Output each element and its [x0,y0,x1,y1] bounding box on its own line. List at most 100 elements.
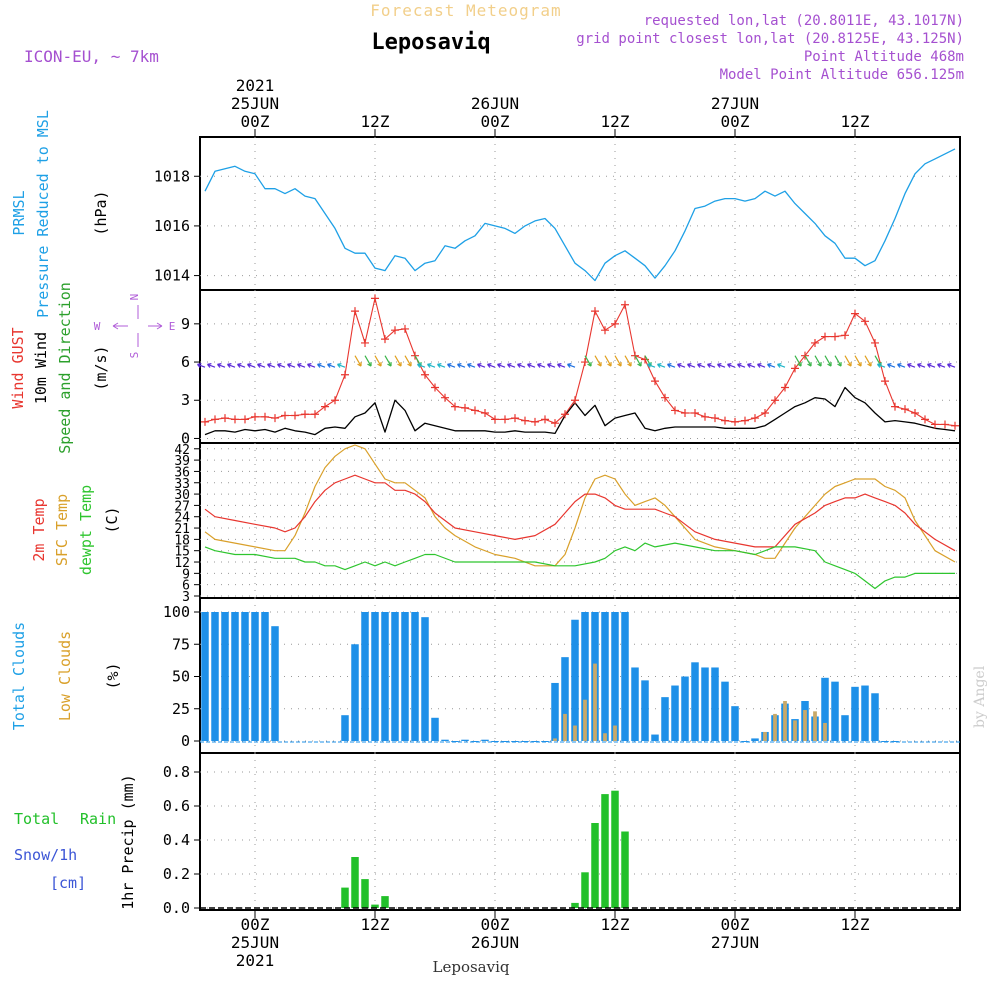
gust-marker [361,338,369,347]
gust-marker [661,393,669,402]
dewpoint-line [204,542,955,590]
pressure-line [204,148,956,282]
total-cloud-bar [261,612,269,741]
gust-marker [411,351,419,360]
wind-direction-arrow [917,363,926,368]
gust-marker [651,377,659,386]
wind-direction-arrowhead [837,362,842,367]
low-cloud-bar [793,720,797,741]
wind-direction-arrowhead [887,363,892,368]
wind-direction-arrowhead [867,362,872,367]
wind-direction-arrowhead [707,363,712,368]
wind-direction-arrow [527,363,536,368]
total-cloud-bar [341,715,349,741]
y-tick-label: 0 [181,732,190,750]
gust-marker [501,415,509,424]
rain-bar [361,879,369,908]
wind-direction-arrow [877,363,886,368]
wind-direction-arrowhead [307,363,312,368]
x-tick-label-top: 26JUN [471,94,519,113]
gust-marker [211,415,219,424]
sfc-temp-line [204,444,956,567]
wind-direction-arrowhead [927,363,932,368]
x-tick-label-bottom: 25JUN [231,933,279,952]
wind-direction-arrowhead [337,363,342,368]
gust-marker [901,405,909,414]
compass-s: S [128,352,141,359]
total-cloud-bar [561,657,569,741]
y-tick-label: 18 [174,533,190,548]
wind-direction-arrowhead [767,363,772,368]
y-tick-label: 1014 [154,267,190,285]
wind-direction-arrow [257,363,266,368]
y-tick-label: 39 [174,454,190,469]
x-tick-label-top: 12Z [361,112,390,131]
wind-direction-arrowhead [757,363,762,368]
low-cloud-bar [813,711,817,741]
gust-marker [891,402,899,411]
low-cloud-bar [603,733,607,741]
gust-marker [851,309,859,318]
total-cloud-bar [251,612,259,741]
low-cloud-bar [593,663,597,741]
gust-marker [241,415,249,424]
wind-direction-arrowhead [487,363,492,368]
y-tick-label: 0 [181,429,190,447]
wind-direction-arrow [834,355,842,367]
gust-marker [471,406,479,415]
gust-marker [711,414,719,423]
y-tick-label: 33 [174,477,190,492]
gust-marker [371,294,379,303]
gust-marker [421,370,429,379]
rain-bar [601,794,609,908]
wind-direction-arrowhead [227,363,232,368]
gust-marker [351,307,359,316]
rain-bar [371,904,379,908]
x-tick-label-bottom: 12Z [601,915,630,934]
wind-direction-arrowhead [247,363,252,368]
axis-layer: 1014101610180369369121518212427303336394… [154,76,870,970]
low-cloud-bar [783,701,787,741]
compass: W E N S [94,294,176,359]
wind-direction-arrow [277,363,286,368]
wind-direction-arrowhead [367,362,372,367]
wind-direction-arrowhead [327,363,332,368]
total-cloud-bar [441,739,449,741]
label-rain: Rain [80,810,116,828]
gust-marker [801,351,809,360]
wind-direction-arrow [567,363,576,368]
wind-direction-arrow [717,363,726,368]
wind-direction-arrow [297,363,306,368]
wind-direction-arrow [447,363,456,368]
gust-marker [831,332,839,341]
wind-direction-arrowhead [607,362,612,367]
wind-direction-arrow [457,363,466,368]
total-cloud-bar [741,741,749,742]
total-cloud-bar [211,612,219,741]
x-tick-label-bottom: 00Z [241,915,270,934]
wind-direction-arrow [677,363,686,368]
gust-marker [231,415,239,424]
wind-direction-arrow [207,363,216,368]
label-hpa: (hPa) [92,190,110,235]
total-cloud-bar [411,612,419,741]
wind-direction-arrow [267,363,276,368]
gust-marker [881,377,889,386]
y-tick-label: 100 [163,603,190,621]
wind-direction-arrowhead [877,363,882,368]
gust-marker [671,406,679,415]
wind-direction-arrowhead [567,363,572,368]
total-cloud-bar [631,667,639,741]
gust-marker [791,364,799,373]
wind-direction-arrow [794,355,802,367]
total-cloud-bar [871,693,879,741]
total-cloud-bar [531,741,539,742]
label-total-clouds: Total Clouds [10,622,28,730]
wind-direction-arrow [307,363,316,368]
label-low-clouds: Low Clouds [56,631,74,721]
gust-marker [341,370,349,379]
wind-direction-arrowhead [287,363,292,368]
total-cloud-bar [851,686,859,741]
label-sfc-temp: SFC Temp [53,494,71,566]
wind-direction-arrow [864,355,872,367]
